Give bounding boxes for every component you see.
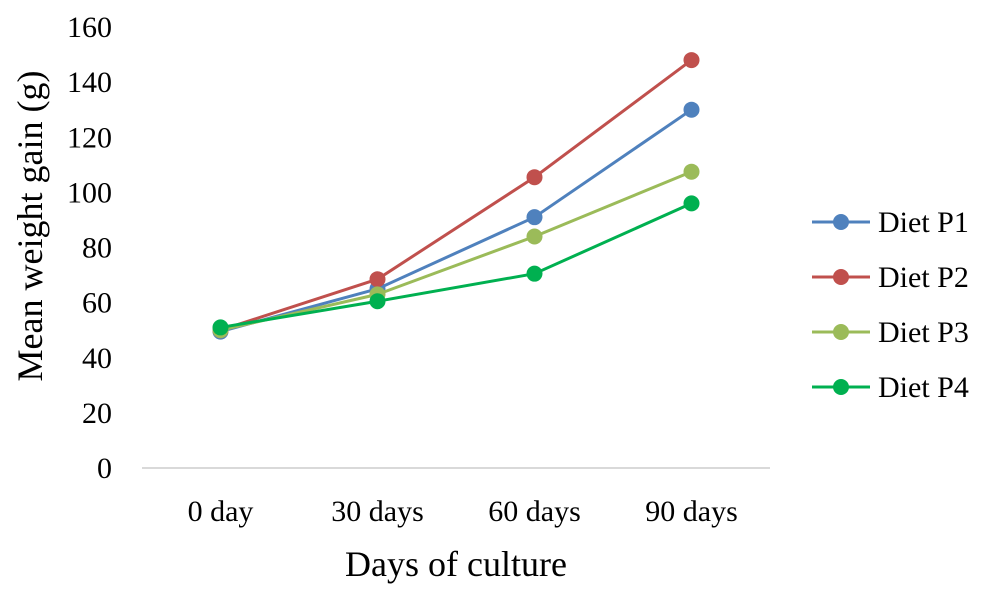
data-point <box>683 101 700 118</box>
x-axis-ticks: 0 day 30 days 60 days 90 days <box>188 495 738 528</box>
series-line <box>220 108 693 334</box>
y-tick-label: 0 <box>97 452 112 485</box>
legend-item: Diet P1 <box>812 206 969 239</box>
data-point <box>369 293 386 310</box>
y-axis-title: Mean weight gain (g) <box>10 71 50 382</box>
data-point <box>683 52 700 69</box>
y-tick-label: 80 <box>82 232 112 265</box>
legend-label: Diet P1 <box>878 206 969 239</box>
y-tick-label: 100 <box>67 176 112 209</box>
data-point <box>526 265 543 282</box>
series-3 <box>212 163 700 339</box>
legend-label: Diet P4 <box>878 371 969 404</box>
y-tick-label: 160 <box>67 11 112 44</box>
y-tick-label: 120 <box>67 121 112 154</box>
x-tick-label: 0 day <box>188 495 254 528</box>
series-line <box>220 58 693 332</box>
legend-label: Diet P3 <box>878 316 969 349</box>
legend-label: Diet P2 <box>878 261 969 294</box>
legend: Diet P1 Diet P2 Diet P3 Diet P4 <box>812 206 969 404</box>
series-2 <box>212 52 700 339</box>
data-point <box>526 228 543 245</box>
data-point <box>369 271 386 288</box>
legend-marker <box>833 214 849 230</box>
legend-item: Diet P4 <box>812 371 969 404</box>
data-point <box>526 169 543 186</box>
legend-item: Diet P2 <box>812 261 969 294</box>
x-tick-label: 30 days <box>331 495 424 528</box>
series-layer <box>212 52 700 340</box>
x-tick-label: 60 days <box>488 495 581 528</box>
y-axis-ticks: 0 20 40 60 80 100 120 140 160 <box>67 11 112 485</box>
series-4 <box>212 195 700 336</box>
data-point <box>683 163 700 180</box>
legend-item: Diet P3 <box>812 316 969 349</box>
legend-marker <box>833 269 849 285</box>
y-tick-label: 140 <box>67 66 112 99</box>
series-1 <box>212 101 700 340</box>
series-line <box>220 170 693 332</box>
data-point <box>212 319 229 336</box>
y-tick-label: 20 <box>82 397 112 430</box>
y-tick-label: 60 <box>82 287 112 320</box>
data-point <box>683 195 700 212</box>
legend-marker <box>833 324 849 340</box>
x-axis-title: Days of culture <box>345 544 567 584</box>
legend-marker <box>833 379 849 395</box>
y-tick-label: 40 <box>82 342 112 375</box>
data-point <box>526 209 543 226</box>
series-line <box>220 202 693 329</box>
x-tick-label: 90 days <box>645 495 738 528</box>
